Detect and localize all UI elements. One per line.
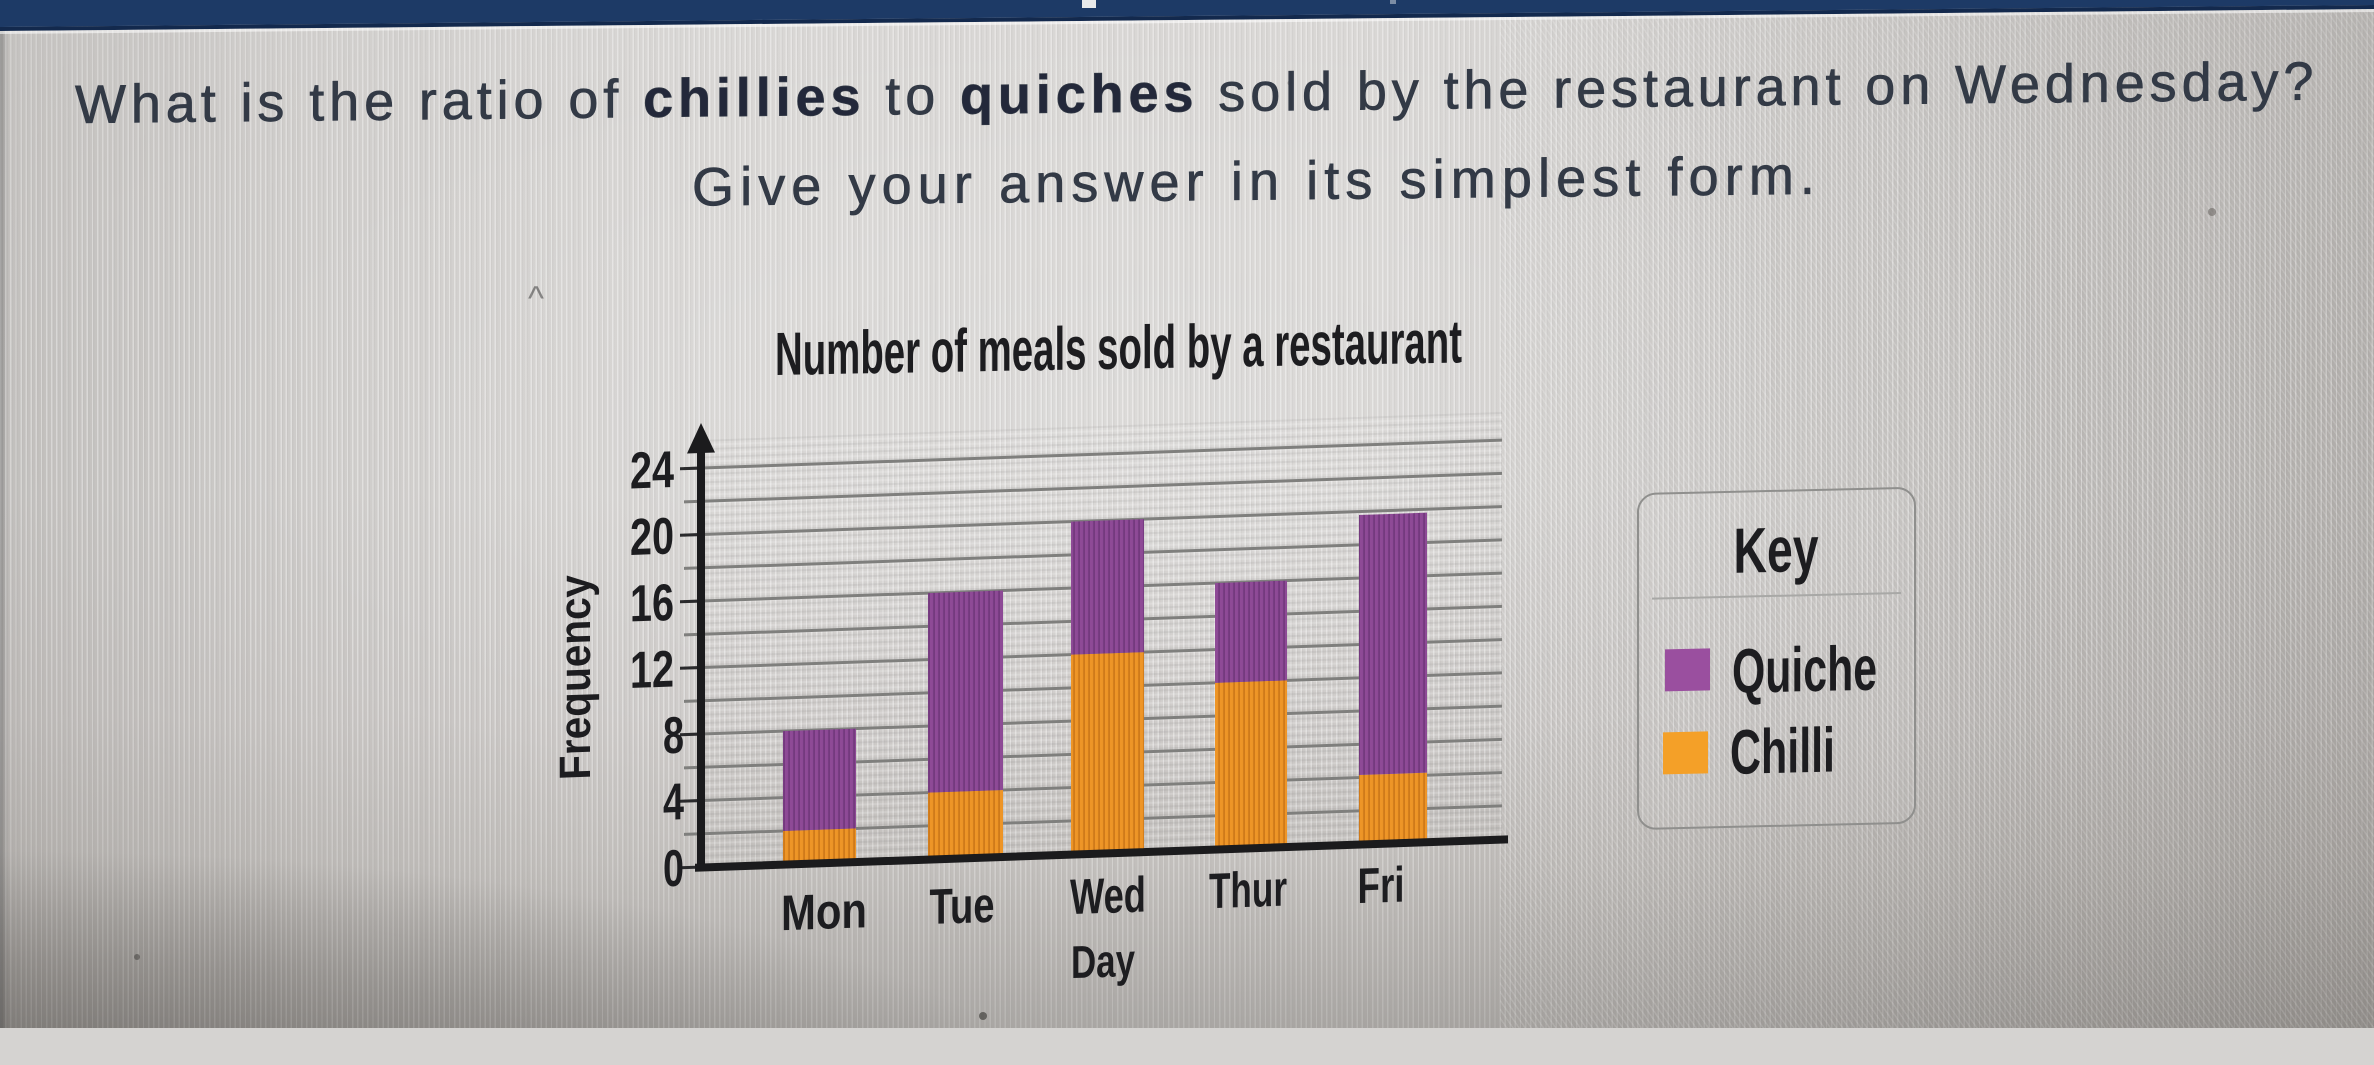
svg-text:Wed: Wed (1070, 867, 1146, 926)
svg-text:Number of meals sold by a rest: Number of meals sold by a restaurant (775, 307, 1462, 388)
svg-text:Mon: Mon (781, 882, 867, 941)
svg-text:8: 8 (663, 707, 684, 766)
svg-text:Thur: Thur (1209, 861, 1287, 920)
svg-text:Give your answer in its simple: Give your answer in its simplest form. (692, 146, 1821, 218)
svg-text:Key: Key (1733, 513, 1818, 587)
svg-text:Quiche: Quiche (1732, 634, 1877, 707)
svg-text:Chilli: Chilli (1730, 716, 1835, 788)
svg-text:0: 0 (663, 840, 684, 899)
svg-text:24: 24 (630, 441, 674, 501)
svg-text:^: ^ (528, 280, 544, 318)
svg-text:16: 16 (630, 574, 674, 634)
svg-text:Day: Day (1071, 934, 1135, 988)
svg-text:Tue: Tue (930, 877, 995, 935)
svg-text:20: 20 (630, 507, 674, 567)
svg-text:Frequency: Frequency (551, 574, 600, 781)
svg-text:Fri: Fri (1358, 856, 1405, 914)
svg-text:12: 12 (630, 640, 674, 700)
svg-text:4: 4 (663, 773, 684, 832)
